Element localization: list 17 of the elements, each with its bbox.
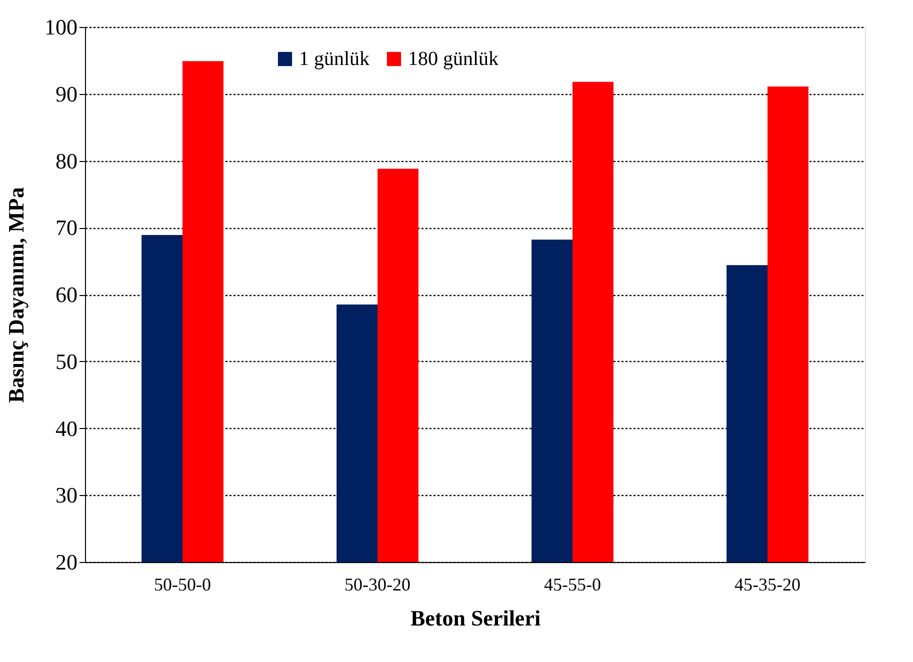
y-tick-label: 20 (56, 550, 78, 574)
x-axis-title: Beton Serileri (410, 606, 541, 630)
y-tick-label: 100 (44, 14, 78, 40)
x-tick-label: 45-55-0 (544, 574, 601, 594)
y-axis-title: Basınç Dayanımı, MPa (4, 187, 28, 403)
x-tick-label: 50-30-20 (344, 574, 410, 594)
y-tick-label: 80 (56, 148, 78, 174)
y-tick-label: 30 (56, 482, 78, 508)
x-tick-label: 45-35-20 (734, 574, 800, 594)
y-tick-label: 70 (56, 215, 78, 240)
y-tick-label: 60 (56, 282, 78, 307)
legend-label: 180 günlük (408, 48, 499, 70)
x-tick-label: 50-50-0 (154, 574, 211, 594)
y-tick-label: 50 (56, 348, 78, 374)
y-tick-label: 90 (56, 81, 78, 106)
y-tick-label: 40 (56, 416, 78, 441)
legend-label: 1 günlük (299, 48, 370, 70)
